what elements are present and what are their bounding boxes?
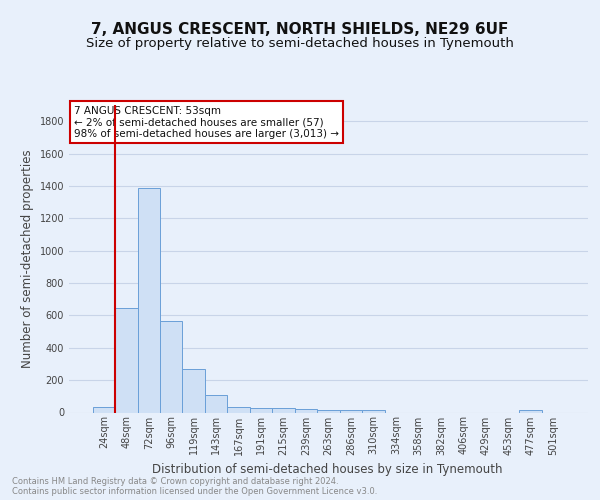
Bar (295, 410, 317, 412)
Text: 7 ANGUS CRESCENT: 53sqm
← 2% of semi-detached houses are smaller (57)
98% of sem: 7 ANGUS CRESCENT: 53sqm ← 2% of semi-det… (74, 106, 339, 139)
Bar (317, 410, 340, 412)
Bar (205, 394, 227, 412)
Text: 7, ANGUS CRESCENT, NORTH SHIELDS, NE29 6UF: 7, ANGUS CRESCENT, NORTH SHIELDS, NE29 6… (91, 22, 509, 38)
Bar (520, 410, 542, 412)
Text: Size of property relative to semi-detached houses in Tynemouth: Size of property relative to semi-detach… (86, 38, 514, 51)
Bar (250, 408, 272, 412)
Text: Contains public sector information licensed under the Open Government Licence v3: Contains public sector information licen… (12, 487, 377, 496)
Text: Contains HM Land Registry data © Crown copyright and database right 2024.: Contains HM Land Registry data © Crown c… (12, 477, 338, 486)
Bar (115, 308, 137, 412)
Y-axis label: Number of semi-detached properties: Number of semi-detached properties (21, 150, 34, 368)
Bar (340, 410, 362, 412)
Bar (182, 369, 205, 412)
Bar (137, 188, 160, 412)
Bar (92, 407, 115, 412)
Bar (362, 410, 385, 412)
Bar (227, 406, 250, 412)
Text: Distribution of semi-detached houses by size in Tynemouth: Distribution of semi-detached houses by … (152, 462, 502, 475)
Bar (272, 408, 295, 412)
Bar (160, 321, 182, 412)
